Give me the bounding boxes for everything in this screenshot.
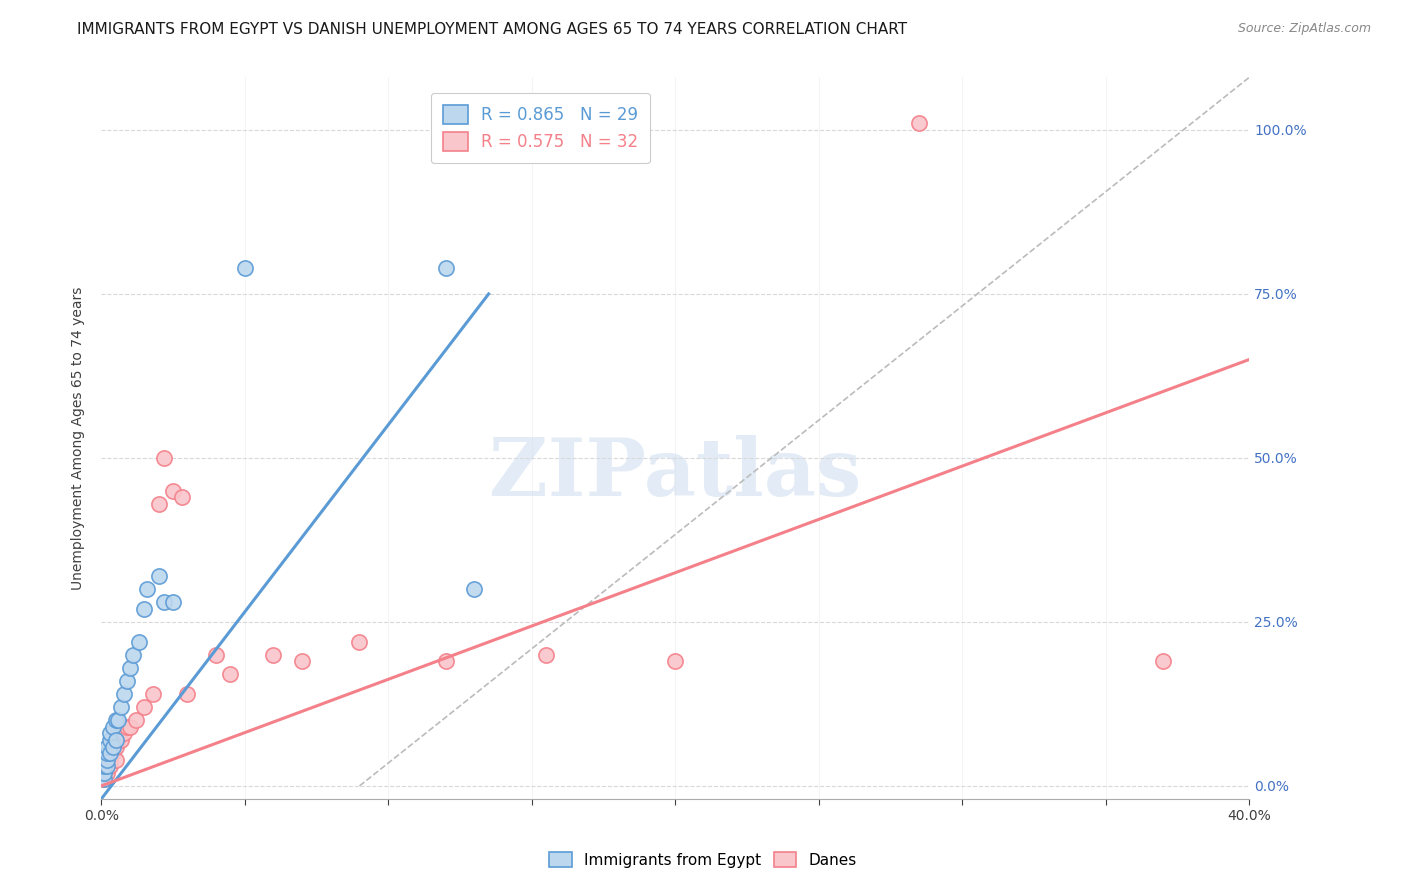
Point [121, 648, 143, 662]
Point [262, 648, 284, 662]
Point [93, 765, 115, 780]
Point [664, 654, 686, 668]
Point [349, 634, 371, 648]
Point [93, 759, 115, 773]
Point [110, 733, 132, 747]
Point [101, 739, 124, 754]
Point [148, 497, 170, 511]
Point [98, 753, 121, 767]
Point [434, 260, 457, 275]
Text: IMMIGRANTS FROM EGYPT VS DANISH UNEMPLOYMENT AMONG AGES 65 TO 74 YEARS CORRELATI: IMMIGRANTS FROM EGYPT VS DANISH UNEMPLOY… [77, 22, 907, 37]
Point [96, 753, 118, 767]
Point [98, 759, 121, 773]
Point [98, 733, 121, 747]
Point [1152, 654, 1174, 668]
Point [148, 569, 170, 583]
Point [101, 746, 124, 760]
Point [162, 483, 184, 498]
Point [118, 720, 141, 734]
Point [96, 759, 118, 773]
Point [96, 746, 118, 760]
Point [96, 739, 118, 754]
Point [136, 582, 159, 596]
Point [115, 673, 138, 688]
Point [134, 700, 156, 714]
Point [153, 595, 176, 609]
Point [104, 733, 127, 747]
Point [104, 753, 127, 767]
Point [434, 654, 457, 668]
Legend: R = 0.865   N = 29, R = 0.575   N = 32: R = 0.865 N = 29, R = 0.575 N = 32 [432, 93, 650, 163]
Point [93, 772, 115, 787]
Point [162, 595, 184, 609]
Point [93, 765, 115, 780]
Point [118, 661, 141, 675]
Legend: Immigrants from Egypt, Danes: Immigrants from Egypt, Danes [541, 844, 865, 875]
Point [219, 667, 242, 681]
Point [96, 759, 118, 773]
Point [98, 746, 121, 760]
Point [96, 765, 118, 780]
Point [134, 602, 156, 616]
Point [93, 772, 115, 787]
Point [124, 714, 146, 728]
Point [142, 687, 165, 701]
Point [101, 720, 124, 734]
Point [170, 491, 193, 505]
Point [176, 687, 198, 701]
Point [104, 714, 127, 728]
Text: ZIPatlas: ZIPatlas [489, 435, 862, 513]
Point [205, 648, 228, 662]
Point [115, 720, 138, 734]
Y-axis label: Unemployment Among Ages 65 to 74 years: Unemployment Among Ages 65 to 74 years [72, 286, 86, 590]
Point [128, 634, 150, 648]
Point [908, 116, 931, 130]
Point [98, 726, 121, 740]
Point [110, 700, 132, 714]
Point [112, 726, 135, 740]
Point [104, 739, 127, 754]
Point [101, 739, 124, 754]
Point [107, 733, 129, 747]
Point [233, 260, 256, 275]
Point [291, 654, 314, 668]
Point [534, 648, 557, 662]
Point [107, 714, 129, 728]
Text: Source: ZipAtlas.com: Source: ZipAtlas.com [1237, 22, 1371, 36]
Point [463, 582, 485, 596]
Point [112, 687, 135, 701]
Point [153, 450, 176, 465]
